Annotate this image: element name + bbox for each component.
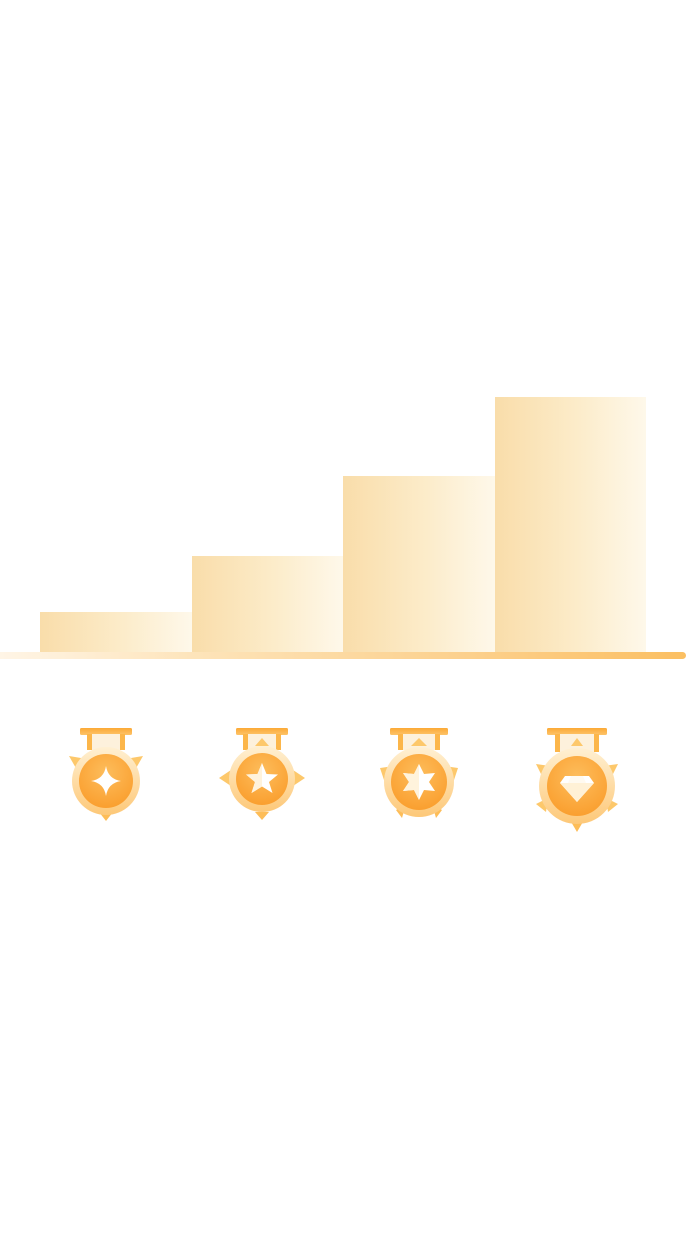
six-point-star-icon — [380, 728, 458, 818]
four-point-sparkle-icon — [69, 728, 143, 821]
star-icon — [219, 728, 305, 820]
progress-baseline — [0, 652, 686, 659]
level-1-badge — [61, 724, 151, 834]
diamond-icon — [536, 728, 618, 832]
level-2-badge — [217, 724, 307, 834]
level-4-step — [495, 397, 646, 652]
level-3-step — [343, 476, 495, 652]
level-2-step — [192, 556, 343, 652]
level-1-step — [40, 612, 192, 652]
level-4-badge — [532, 724, 622, 834]
level-3-badge — [374, 724, 464, 834]
